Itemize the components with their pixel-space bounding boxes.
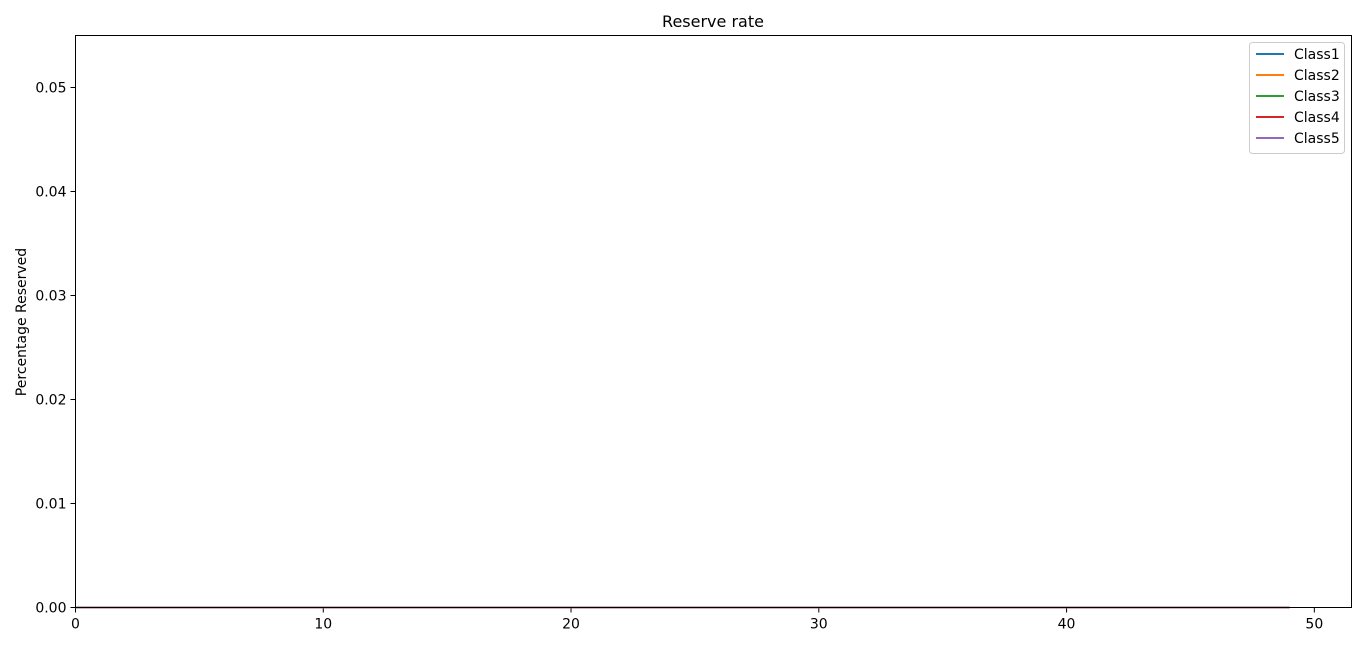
y-tick-label: 0.01: [35, 497, 66, 513]
plot-frame: [75, 35, 1352, 608]
y-tick-label: 0.00: [35, 601, 66, 617]
legend: Class1 Class2 Class3 Class4 Class5: [1249, 42, 1345, 154]
y-tick-label: 0.04: [35, 185, 66, 201]
x-tick-label: 10: [314, 617, 332, 633]
legend-box: [1249, 42, 1345, 154]
x-tick-label: 0: [71, 617, 80, 633]
y-tick-label: 0.03: [35, 289, 66, 305]
legend-label: Class1: [1294, 47, 1340, 63]
y-axis-ticks: 0.00 0.01 0.02 0.03 0.04 0.05: [35, 81, 76, 617]
legend-label: Class3: [1294, 89, 1340, 105]
legend-label: Class5: [1294, 131, 1340, 147]
x-tick-label: 40: [1058, 617, 1076, 633]
chart-title: Reserve rate: [662, 12, 764, 31]
x-axis-ticks: 0 10 20 30 40 50: [71, 607, 1323, 633]
x-tick-label: 30: [810, 617, 828, 633]
y-axis-label: Percentage Reserved: [14, 248, 30, 396]
y-tick-label: 0.05: [35, 81, 66, 97]
legend-label: Class2: [1294, 68, 1340, 84]
y-tick-label: 0.02: [35, 393, 66, 409]
legend-label: Class4: [1294, 110, 1340, 126]
x-tick-label: 50: [1305, 617, 1323, 633]
x-tick-label: 20: [562, 617, 580, 633]
